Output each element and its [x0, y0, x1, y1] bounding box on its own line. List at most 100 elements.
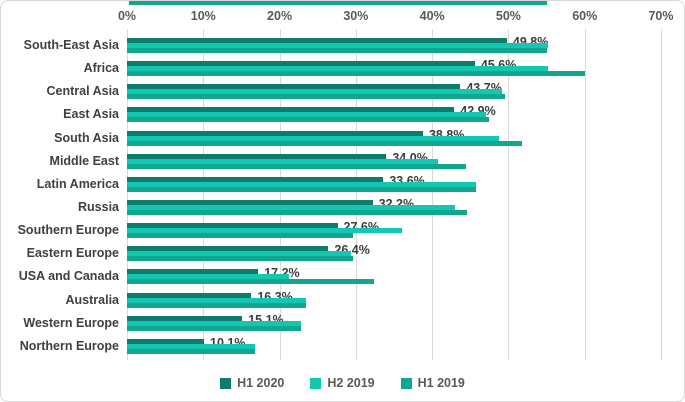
gridline [661, 29, 662, 360]
legend-item: H1 2019 [400, 376, 465, 390]
category-label: Southern Europe [17, 223, 119, 238]
bar-group [127, 196, 661, 219]
category-label: Northern Europe [19, 338, 119, 353]
bar-h1-2019 [127, 279, 375, 285]
category-row: 43.7% [127, 80, 661, 103]
gridline [279, 29, 281, 360]
bar-h1-2019 [127, 210, 468, 215]
bar-group [127, 80, 661, 103]
bar-h1-2019 [127, 71, 585, 77]
gridline [432, 29, 434, 360]
x-axis-tick-label: 40% [419, 9, 445, 23]
bar-group [127, 242, 661, 265]
bar-h2-2019 [127, 320, 301, 326]
cropped-top-bar-fragment [129, 1, 547, 5]
gridline [584, 29, 586, 360]
bar-h2-2019 [127, 228, 403, 234]
bar-h1-2019 [127, 233, 353, 239]
bar-group [127, 289, 661, 312]
bar-h1-2020 [127, 176, 384, 182]
bar-h2-2019 [127, 158, 439, 164]
category-label: Central Asia [46, 84, 119, 99]
bar-h2-2019 [127, 251, 352, 257]
category-label: USA and Canada [18, 269, 119, 284]
bar-h2-2019 [127, 274, 289, 280]
bar-h2-2019 [127, 66, 549, 72]
bar-h1-2019 [127, 325, 301, 331]
category-row: 17.2% [127, 265, 661, 288]
category-label: South Asia [54, 130, 119, 145]
category-label: Australia [65, 292, 120, 307]
bar-h1-2020 [127, 246, 329, 252]
x-axis-tick-label: 20% [267, 9, 293, 23]
bar-h1-2019 [127, 117, 490, 123]
gridline [355, 29, 357, 360]
category-row: 16.3% [127, 289, 661, 312]
bar-h1-2020 [127, 292, 252, 298]
category-label: Russia [78, 200, 119, 214]
bar-h1-2019 [127, 256, 353, 262]
legend-swatch [310, 377, 322, 389]
category-row: 27.6% [127, 219, 661, 242]
bar-h1-2019 [127, 163, 467, 169]
bar-h1-2019 [127, 94, 505, 100]
bar-h1-2020 [127, 200, 373, 205]
bar-h1-2020 [127, 61, 475, 67]
bar-h1-2019 [127, 140, 523, 146]
bar-group [127, 57, 661, 80]
bar-h1-2020 [127, 107, 455, 113]
bar-group [127, 34, 661, 57]
bar-group [127, 312, 661, 335]
category-row: 34.0% [127, 150, 661, 173]
category-row: 26.4% [127, 242, 661, 265]
bar-h1-2020 [127, 315, 243, 321]
category-label: Latin America [36, 176, 119, 191]
bar-h1-2020 [127, 269, 259, 275]
bar-h1-2020 [127, 130, 423, 136]
bar-h1-2020 [127, 84, 461, 90]
x-axis-tick-label: 10% [190, 9, 216, 23]
category-row: 33.6% [127, 173, 661, 196]
gridline [127, 29, 128, 360]
x-axis-tick-label: 50% [495, 9, 521, 23]
category-row: 15.1% [127, 312, 661, 335]
x-axis: 0% 10% 20% 30% 40% 50% 60% 70% [118, 9, 674, 25]
category-row: 32.2% [127, 196, 661, 219]
category-row: 45.6% [127, 57, 661, 80]
bar-h2-2019 [127, 135, 500, 141]
x-axis-tick-label: 70% [648, 9, 674, 23]
bar-h2-2019 [127, 43, 549, 48]
bar-h2-2019 [127, 112, 486, 118]
bar-group [127, 127, 661, 150]
bar-h2-2019 [127, 181, 477, 187]
category-label: South-East Asia [23, 38, 119, 52]
plot-area: 49.8% 45.6% 43.7% 42.9% 38.8% 34.0% 33.6% 32.2%… [127, 29, 662, 360]
category-row: 38.8% [127, 127, 661, 150]
category-row: 49.8% [127, 34, 661, 57]
bar-h2-2019 [127, 205, 456, 210]
gridline [508, 29, 510, 360]
x-axis-tick-label: 0% [117, 9, 137, 23]
category-row: 10.1% [127, 335, 661, 358]
category-label: Western Europe [23, 315, 119, 330]
category-row: 42.9% [127, 103, 661, 126]
legend-swatch [220, 377, 232, 389]
bar-h2-2019 [127, 297, 306, 303]
bar-h2-2019 [127, 89, 503, 95]
bar-h1-2020 [127, 38, 507, 43]
legend-label: H1 2020 [237, 376, 285, 390]
category-label: Eastern Europe [26, 246, 119, 261]
bar-group [127, 219, 661, 242]
gridline [203, 29, 205, 360]
chart-legend: H1 2020 H2 2019 H1 2019 [1, 374, 684, 392]
x-axis-tick-label: 60% [572, 9, 598, 23]
bar-group [127, 173, 661, 196]
bar-group [127, 265, 661, 288]
x-axis-tick-label: 30% [343, 9, 369, 23]
category-label: East Asia [63, 107, 119, 122]
bar-h1-2019 [127, 348, 256, 354]
bar-h2-2019 [127, 343, 256, 349]
bar-group [127, 335, 661, 358]
legend-item: H2 2019 [310, 376, 375, 390]
